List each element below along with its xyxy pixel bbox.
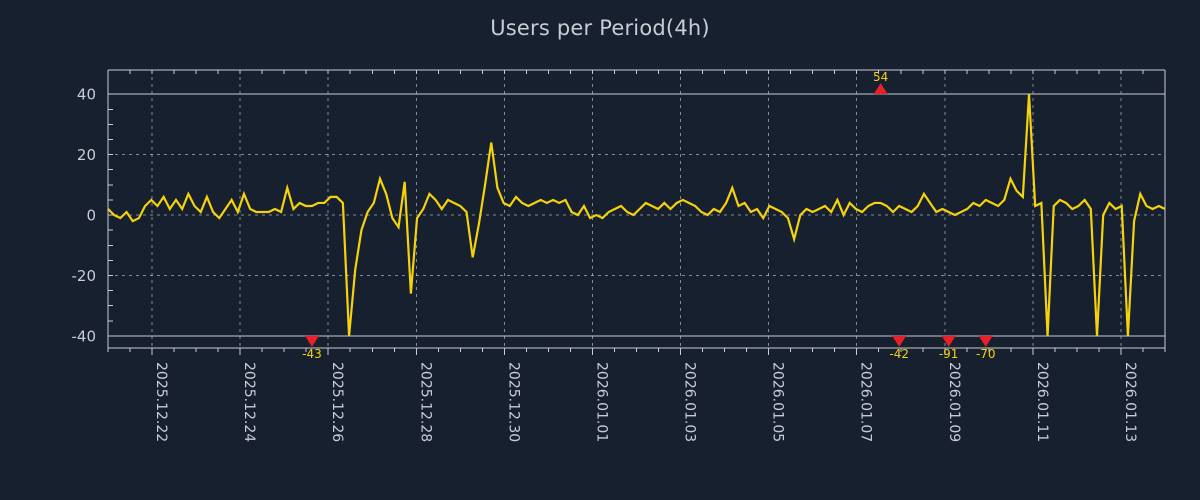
y-tick-label: 20 xyxy=(77,146,96,164)
annotation-marker xyxy=(978,335,993,347)
x-tick-label: 2025.12.24 xyxy=(241,362,257,442)
x-tick-label: 2025.12.26 xyxy=(329,362,345,442)
x-tick-label: 2025.12.22 xyxy=(153,362,169,442)
y-tick-label: -40 xyxy=(72,327,97,345)
y-tick-label: 0 xyxy=(86,207,96,225)
x-tick-label: 2026.01.11 xyxy=(1034,362,1050,442)
x-axis-labels: 2025.12.22 2025.12.24 2025.12.26 2025.12.28… xyxy=(153,362,1138,442)
series-line xyxy=(107,94,1166,337)
x-tick-label: 2026.01.09 xyxy=(946,362,962,442)
x-tick-label: 2025.12.30 xyxy=(505,362,521,442)
x-tick-label: 2026.01.05 xyxy=(770,362,786,442)
annotation-value-label: -42 xyxy=(889,347,909,361)
annotation-marker xyxy=(941,335,956,347)
x-tick-label: 2025.12.28 xyxy=(417,362,433,442)
annotation-markers xyxy=(304,83,993,347)
x-tick-label: 2026.01.01 xyxy=(593,362,609,442)
grid-layer xyxy=(108,70,1165,348)
annotation-value-label: -43 xyxy=(302,347,322,361)
x-tick-label: 2026.01.13 xyxy=(1122,362,1138,442)
x-tick-label: 2026.01.07 xyxy=(858,362,874,442)
annotation-labels: -43 54 -42 -91 -70 xyxy=(302,70,995,361)
annotation-marker xyxy=(304,335,319,347)
y-axis-labels: 40 20 0 -20 -40 xyxy=(72,86,97,346)
annotation-marker xyxy=(892,335,907,347)
y-tick-label: 40 xyxy=(77,86,96,104)
annotation-value-label: -70 xyxy=(976,347,996,361)
chart-title: Users per Period(4h) xyxy=(490,16,710,40)
x-tick-label: 2026.01.03 xyxy=(682,362,698,442)
axis-layer xyxy=(107,69,1166,355)
annotation-marker xyxy=(873,83,888,95)
annotation-value-label: -91 xyxy=(939,347,959,361)
data-line xyxy=(107,94,1166,337)
annotation-value-label: 54 xyxy=(873,70,888,84)
y-tick-label: -20 xyxy=(72,267,97,285)
